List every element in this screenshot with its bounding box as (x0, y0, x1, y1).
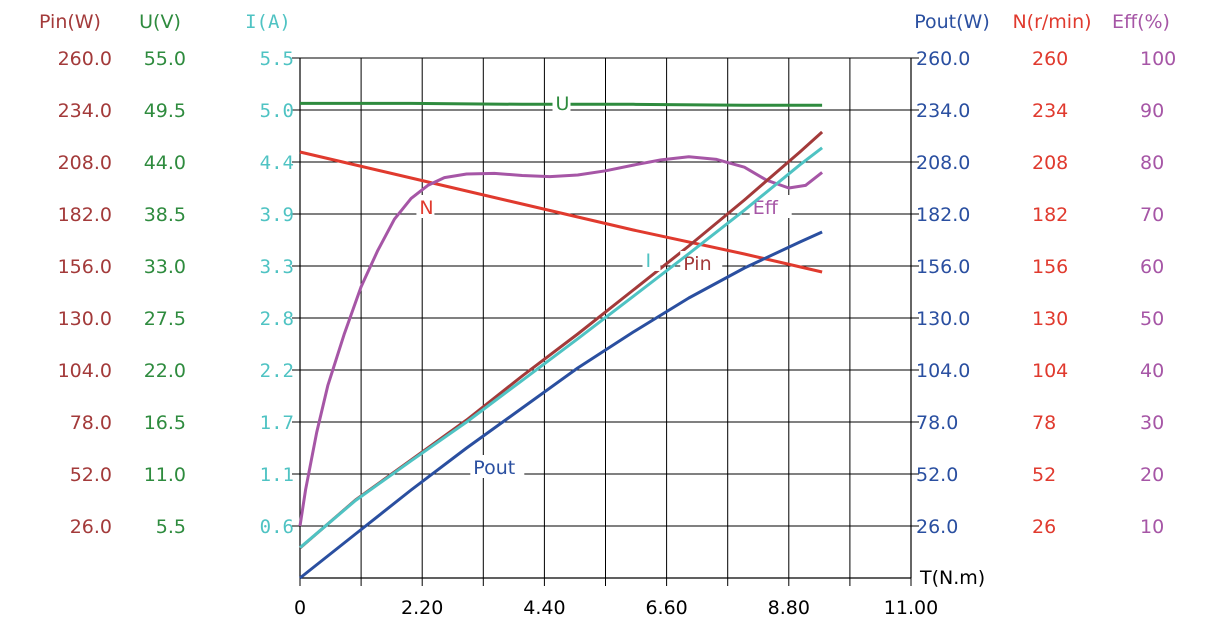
tick-label-u: 16.5 (144, 412, 186, 434)
axis-title-u: U(V) (139, 11, 181, 33)
axis-title-eff: Eff(%) (1112, 11, 1170, 33)
tick-label-pout: 104.0 (916, 360, 970, 382)
tick-label-pin: 208.0 (58, 152, 112, 174)
tick-label-n: 182 (1032, 204, 1068, 226)
series-group: U N Eff Pin I Pout (298, 91, 824, 580)
tick-label-u: 27.5 (144, 308, 186, 330)
tick-label-pout: 130.0 (916, 308, 970, 330)
tick-label-u: 22.0 (144, 360, 186, 382)
tick-label-x: 4.40 (523, 597, 565, 619)
tick-label-pin: 130.0 (58, 308, 112, 330)
tick-label-pout: 52.0 (916, 464, 958, 486)
tick-label-u: 11.0 (144, 464, 186, 486)
tick-label-i: 3.3 (260, 256, 294, 278)
series-label-bg (416, 195, 435, 218)
tick-label-pin: 26.0 (70, 516, 112, 538)
tick-label-n: 52 (1032, 464, 1056, 486)
tick-label-u: 33.0 (144, 256, 186, 278)
tick-labels: Pin(W)260.0234.0208.0182.0156.0130.0104.… (39, 11, 1176, 619)
x-axis-title: T(N.m) (919, 567, 985, 589)
tick-label-pout: 78.0 (916, 412, 958, 434)
series-label-bg (749, 195, 792, 218)
series-label-eff: Eff (753, 197, 779, 219)
tick-label-i: 1.7 (260, 412, 294, 434)
series-line-i (299, 146, 824, 549)
tick-label-eff: 40 (1140, 360, 1164, 382)
tick-label-n: 78 (1032, 412, 1056, 434)
tick-label-pin: 156.0 (58, 256, 112, 278)
tick-label-eff: 10 (1140, 516, 1164, 538)
tick-label-pin: 78.0 (70, 412, 112, 434)
tick-label-u: 55.0 (144, 48, 186, 70)
tick-label-i: 3.9 (260, 204, 294, 226)
tick-label-eff: 70 (1140, 204, 1164, 226)
series-label-pout: Pout (473, 457, 515, 479)
tick-label-x: 0 (294, 597, 306, 619)
tick-label-u: 38.5 (144, 204, 186, 226)
tick-label-pout: 182.0 (916, 204, 970, 226)
series-label-bg (642, 247, 661, 271)
tick-label-eff: 50 (1140, 308, 1164, 330)
series-line-pout (299, 230, 823, 580)
tick-label-eff: 20 (1140, 464, 1164, 486)
series-label-n: N (419, 197, 433, 219)
series-label-bg (470, 455, 525, 478)
tick-label-i: 4.4 (260, 152, 294, 174)
tick-label-pin: 234.0 (58, 100, 112, 122)
tick-label-pout: 260.0 (916, 48, 970, 70)
tick-label-n: 208 (1032, 152, 1068, 174)
series-line-eff (298, 155, 824, 527)
tick-label-n: 130 (1032, 308, 1068, 330)
tick-label-x: 8.80 (768, 597, 810, 619)
tick-label-x: 2.20 (401, 597, 443, 619)
tick-label-pout: 234.0 (916, 100, 970, 122)
tick-label-pin: 52.0 (70, 464, 112, 486)
tick-label-eff: 90 (1140, 100, 1164, 122)
tick-label-u: 49.5 (144, 100, 186, 122)
tick-label-eff: 30 (1140, 412, 1164, 434)
tick-label-x: 11.00 (884, 597, 938, 619)
axis-title-pout: Pout(W) (914, 11, 990, 33)
tick-label-i: 2.2 (260, 360, 294, 382)
plot-grid (300, 57, 911, 578)
plot-axes (292, 57, 919, 586)
tick-label-pout: 208.0 (916, 152, 970, 174)
tick-label-n: 260 (1032, 48, 1068, 70)
series-line-n (299, 150, 823, 274)
series-label-pin: Pin (683, 253, 711, 275)
tick-label-pin: 260.0 (58, 48, 112, 70)
axis-title-n: N(r/min) (1012, 11, 1091, 33)
tick-label-n: 156 (1032, 256, 1068, 278)
tick-label-n: 26 (1032, 516, 1056, 538)
axis-title-i: I(A) (245, 11, 291, 33)
tick-label-eff: 60 (1140, 256, 1164, 278)
tick-label-i: 5.0 (260, 100, 294, 122)
tick-label-pin: 104.0 (58, 360, 112, 382)
tick-label-i: 5.5 (260, 48, 294, 70)
tick-label-i: 0.6 (260, 516, 294, 538)
tick-label-eff: 80 (1140, 152, 1164, 174)
tick-label-pout: 26.0 (916, 516, 958, 538)
tick-label-i: 2.8 (260, 308, 294, 330)
axis-title-pin: Pin(W) (39, 11, 101, 33)
tick-label-n: 104 (1032, 360, 1068, 382)
series-label-bg (680, 251, 723, 274)
series-label-bg (552, 91, 571, 114)
series-label-u: U (556, 93, 570, 115)
tick-label-u: 44.0 (144, 152, 186, 174)
tick-label-n: 234 (1032, 100, 1068, 122)
series-line-u (300, 101, 823, 107)
tick-label-pout: 156.0 (916, 256, 970, 278)
tick-label-eff: 100 (1140, 48, 1176, 70)
tick-label-u: 5.5 (156, 516, 186, 538)
tick-label-i: 1.1 (260, 464, 294, 486)
series-label-i: I (645, 250, 651, 272)
tick-label-x: 6.60 (645, 597, 687, 619)
tick-label-pin: 182.0 (58, 204, 112, 226)
